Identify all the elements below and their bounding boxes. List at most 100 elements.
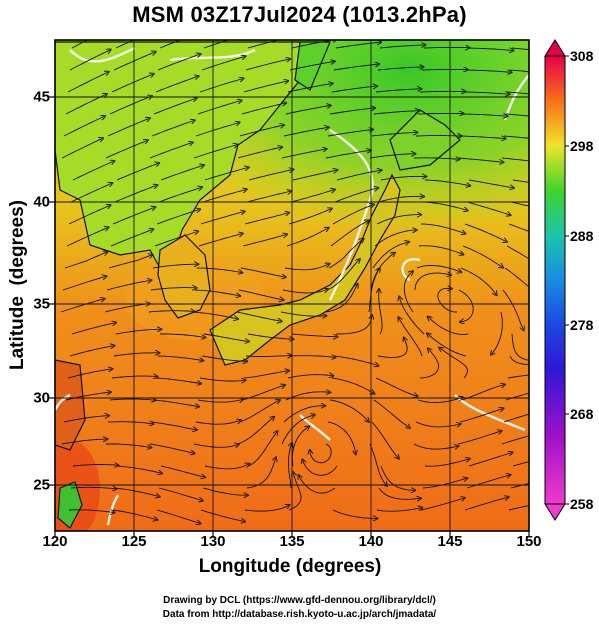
streamline — [238, 289, 283, 300]
streamline — [106, 443, 151, 447]
x-tick-label: 135 — [279, 533, 305, 550]
streamline — [329, 108, 374, 115]
colorbar-label: 278 — [570, 317, 594, 333]
y-axis-label: Latitude (degrees) — [7, 200, 28, 370]
contour-6 — [299, 414, 331, 441]
colorbar-label: 258 — [570, 496, 594, 512]
streamline — [247, 40, 291, 49]
streamline — [413, 158, 459, 160]
streamline — [72, 465, 118, 467]
streamline — [286, 228, 328, 247]
streamline — [464, 223, 506, 242]
streamline — [193, 444, 238, 447]
streamline — [106, 280, 151, 291]
streamline — [115, 329, 161, 335]
contour-4 — [401, 258, 421, 282]
streamline — [237, 147, 281, 159]
streamline — [415, 421, 460, 427]
streamline — [69, 346, 114, 357]
map-area — [55, 40, 529, 531]
streamline — [61, 439, 107, 445]
streamline — [281, 149, 326, 159]
streamline — [418, 245, 463, 255]
streamline — [376, 508, 422, 512]
streamline — [417, 397, 462, 404]
streamline — [281, 415, 314, 445]
streamline — [510, 483, 529, 489]
streamline — [155, 377, 200, 384]
colorbar-max-arrow — [544, 39, 566, 57]
streamline — [149, 143, 192, 159]
x-tick-label: 125 — [121, 533, 147, 550]
streamline — [70, 183, 112, 203]
streamline — [507, 374, 529, 379]
streamline — [372, 242, 408, 269]
streamline — [332, 509, 377, 519]
streamline — [508, 505, 529, 511]
streamline — [160, 465, 204, 477]
y-tick-label: 45 — [33, 88, 50, 106]
streamline — [507, 91, 529, 95]
streamline — [246, 458, 276, 489]
streamline — [109, 399, 155, 400]
streamline — [509, 69, 529, 73]
streamline — [247, 333, 293, 339]
axis-ticks — [49, 96, 530, 537]
korean-peninsula — [157, 234, 211, 319]
contour-7 — [503, 74, 529, 121]
colorbar-label: 288 — [570, 228, 594, 244]
streamline — [115, 40, 135, 49]
streamline — [292, 170, 337, 181]
streamline — [151, 121, 194, 137]
streamline — [149, 443, 194, 453]
streamline — [63, 416, 108, 423]
streamline — [377, 338, 407, 358]
streamline — [511, 333, 529, 361]
streamline — [197, 400, 243, 403]
streamline — [422, 201, 467, 210]
taiwan — [57, 481, 83, 529]
streamline — [509, 355, 529, 366]
streamline — [245, 59, 289, 71]
x-tick-label: 145 — [437, 533, 463, 550]
streamline — [193, 145, 237, 159]
streamline — [457, 431, 501, 445]
streamline — [463, 92, 509, 94]
credit-drawing: Drawing by DCL (https://www.gfd-dennou.o… — [163, 595, 436, 606]
wind-streamlines — [60, 40, 529, 524]
streamline — [200, 509, 244, 521]
colorbar-label: 268 — [570, 406, 594, 422]
streamline — [468, 179, 513, 188]
streamline — [248, 170, 293, 181]
streamline — [282, 289, 327, 294]
streamline — [104, 304, 149, 313]
china-coast — [55, 359, 86, 451]
streamline — [283, 127, 328, 137]
streamline — [200, 212, 244, 225]
streamline — [155, 76, 198, 93]
streamline — [466, 475, 510, 489]
streamline — [424, 459, 469, 467]
streamline — [71, 40, 89, 49]
streamline — [112, 509, 157, 520]
streamline — [113, 353, 159, 357]
streamline — [195, 123, 239, 137]
streamline — [416, 265, 461, 273]
colorbar-ticks — [565, 55, 569, 505]
streamline — [285, 106, 330, 115]
streamline — [468, 453, 512, 467]
streamline — [288, 209, 331, 225]
streamline — [243, 371, 288, 379]
streamline — [327, 130, 372, 137]
streamline — [501, 435, 529, 445]
streamline — [283, 406, 325, 423]
colorbar-label: 298 — [570, 138, 594, 154]
streamline — [336, 316, 372, 335]
streamline — [158, 487, 202, 501]
streamline — [510, 201, 529, 207]
streamline — [240, 267, 285, 277]
streamline — [71, 323, 115, 335]
streamline — [511, 47, 529, 51]
streamline — [420, 223, 465, 233]
streamline — [368, 269, 379, 313]
